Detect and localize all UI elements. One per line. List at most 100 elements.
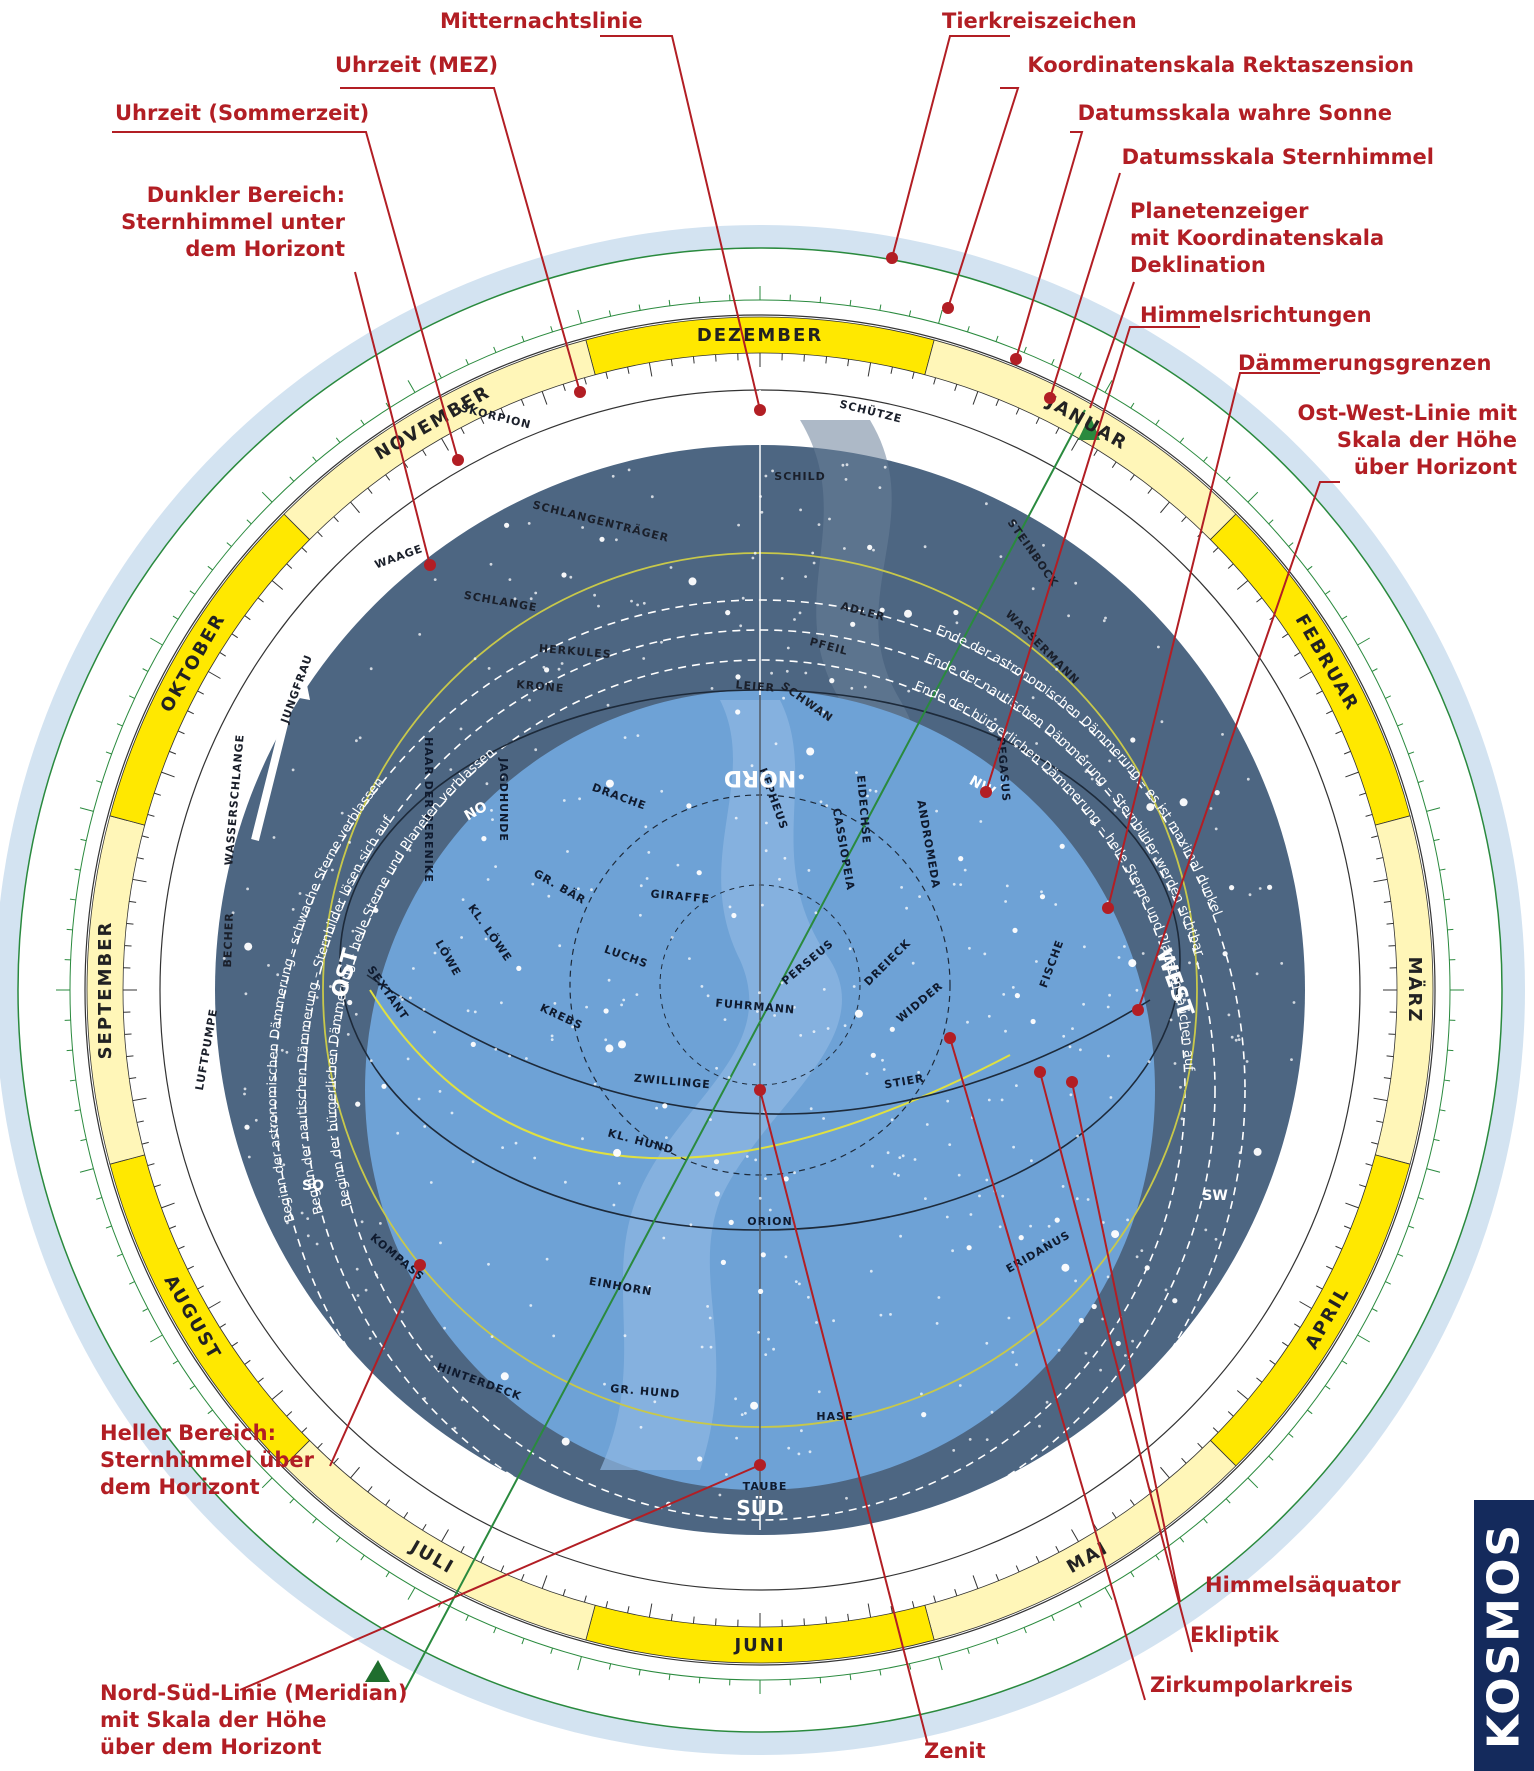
star	[808, 1450, 812, 1454]
star	[924, 1197, 927, 1200]
star	[368, 1337, 372, 1340]
star	[355, 739, 358, 743]
star	[603, 1382, 606, 1386]
star	[1054, 1217, 1060, 1223]
star	[278, 1021, 281, 1024]
star	[660, 640, 663, 644]
star	[1133, 891, 1137, 894]
star	[1107, 1054, 1110, 1058]
star	[1167, 888, 1171, 891]
star	[767, 1337, 770, 1341]
star	[547, 894, 551, 898]
star	[501, 1146, 504, 1149]
date-tick	[1035, 1556, 1040, 1563]
leader-koordinatenskala	[947, 87, 1020, 309]
star	[514, 1141, 518, 1145]
date-tick	[1365, 813, 1373, 817]
star	[500, 1372, 509, 1381]
ra-tick	[128, 695, 135, 699]
star	[1101, 1317, 1105, 1321]
star	[271, 1112, 275, 1115]
star	[935, 1322, 939, 1325]
star	[417, 1097, 421, 1101]
date-tick	[972, 391, 979, 405]
star	[635, 993, 639, 996]
date-tick	[911, 371, 915, 379]
label-daemmerungsgrenzen: Dämmerungsgrenzen	[1238, 351, 1492, 375]
star	[946, 1099, 950, 1103]
star	[883, 465, 887, 469]
ra-tick	[967, 326, 970, 333]
date-tick	[1111, 461, 1117, 468]
star	[662, 1103, 668, 1109]
star	[1238, 1151, 1242, 1155]
ra-tick	[608, 310, 612, 317]
date-tick	[1335, 1245, 1343, 1250]
star	[1039, 894, 1046, 900]
star	[1214, 790, 1220, 796]
star	[653, 1400, 657, 1404]
star	[423, 1397, 427, 1400]
star	[968, 1438, 972, 1441]
dir-southwest: SW	[1202, 1188, 1228, 1204]
date-tick	[317, 531, 323, 538]
ra-tick	[105, 1225, 112, 1229]
star	[1126, 1218, 1129, 1222]
star	[550, 1034, 554, 1038]
star	[494, 1047, 498, 1051]
star	[438, 1090, 442, 1093]
date-tick	[1129, 1499, 1135, 1506]
star	[758, 991, 761, 995]
star	[593, 593, 596, 597]
star	[985, 1178, 989, 1182]
star	[905, 906, 908, 910]
star	[500, 775, 504, 778]
star	[863, 685, 867, 689]
star	[491, 818, 494, 821]
ra-tick	[385, 1571, 390, 1578]
star	[348, 889, 351, 893]
date-tick	[301, 1427, 308, 1433]
leader-himmelsaequator	[1071, 1081, 1181, 1603]
star	[1106, 1005, 1110, 1009]
star	[1146, 803, 1155, 812]
star	[890, 1118, 894, 1122]
star	[529, 1304, 533, 1307]
star	[560, 662, 564, 665]
star	[731, 912, 737, 919]
ra-tick	[819, 1677, 822, 1684]
star	[453, 1426, 457, 1430]
date-tick	[972, 1575, 979, 1589]
ra-tick	[1203, 456, 1208, 462]
ra-tick	[1385, 695, 1392, 699]
star	[645, 877, 649, 880]
star	[886, 1151, 890, 1155]
date-tick	[890, 1606, 893, 1614]
dir-north: NORD	[724, 765, 796, 790]
star	[744, 1411, 747, 1415]
star	[500, 1001, 503, 1005]
star	[306, 1217, 310, 1220]
date-tick	[1227, 1411, 1234, 1417]
star	[607, 978, 611, 982]
star	[900, 886, 903, 889]
constellation-label: HAAR DER BERENIKE	[422, 737, 435, 883]
star	[534, 591, 538, 595]
star	[516, 965, 522, 972]
star	[1253, 1147, 1262, 1156]
date-tick	[385, 474, 391, 481]
star	[978, 1194, 981, 1198]
date-tick	[1256, 597, 1263, 603]
star	[1108, 993, 1111, 997]
date-tick	[1365, 1163, 1373, 1167]
star	[867, 544, 873, 551]
star	[1018, 1235, 1024, 1241]
date-tick	[1015, 407, 1020, 415]
date-tick	[147, 813, 155, 817]
ra-tick	[1225, 1498, 1231, 1504]
star	[487, 667, 491, 670]
star	[952, 1449, 956, 1452]
ra-tick	[360, 1554, 365, 1561]
ra-tick	[1417, 1197, 1424, 1200]
twilight-nautical	[304, 629, 1216, 1551]
